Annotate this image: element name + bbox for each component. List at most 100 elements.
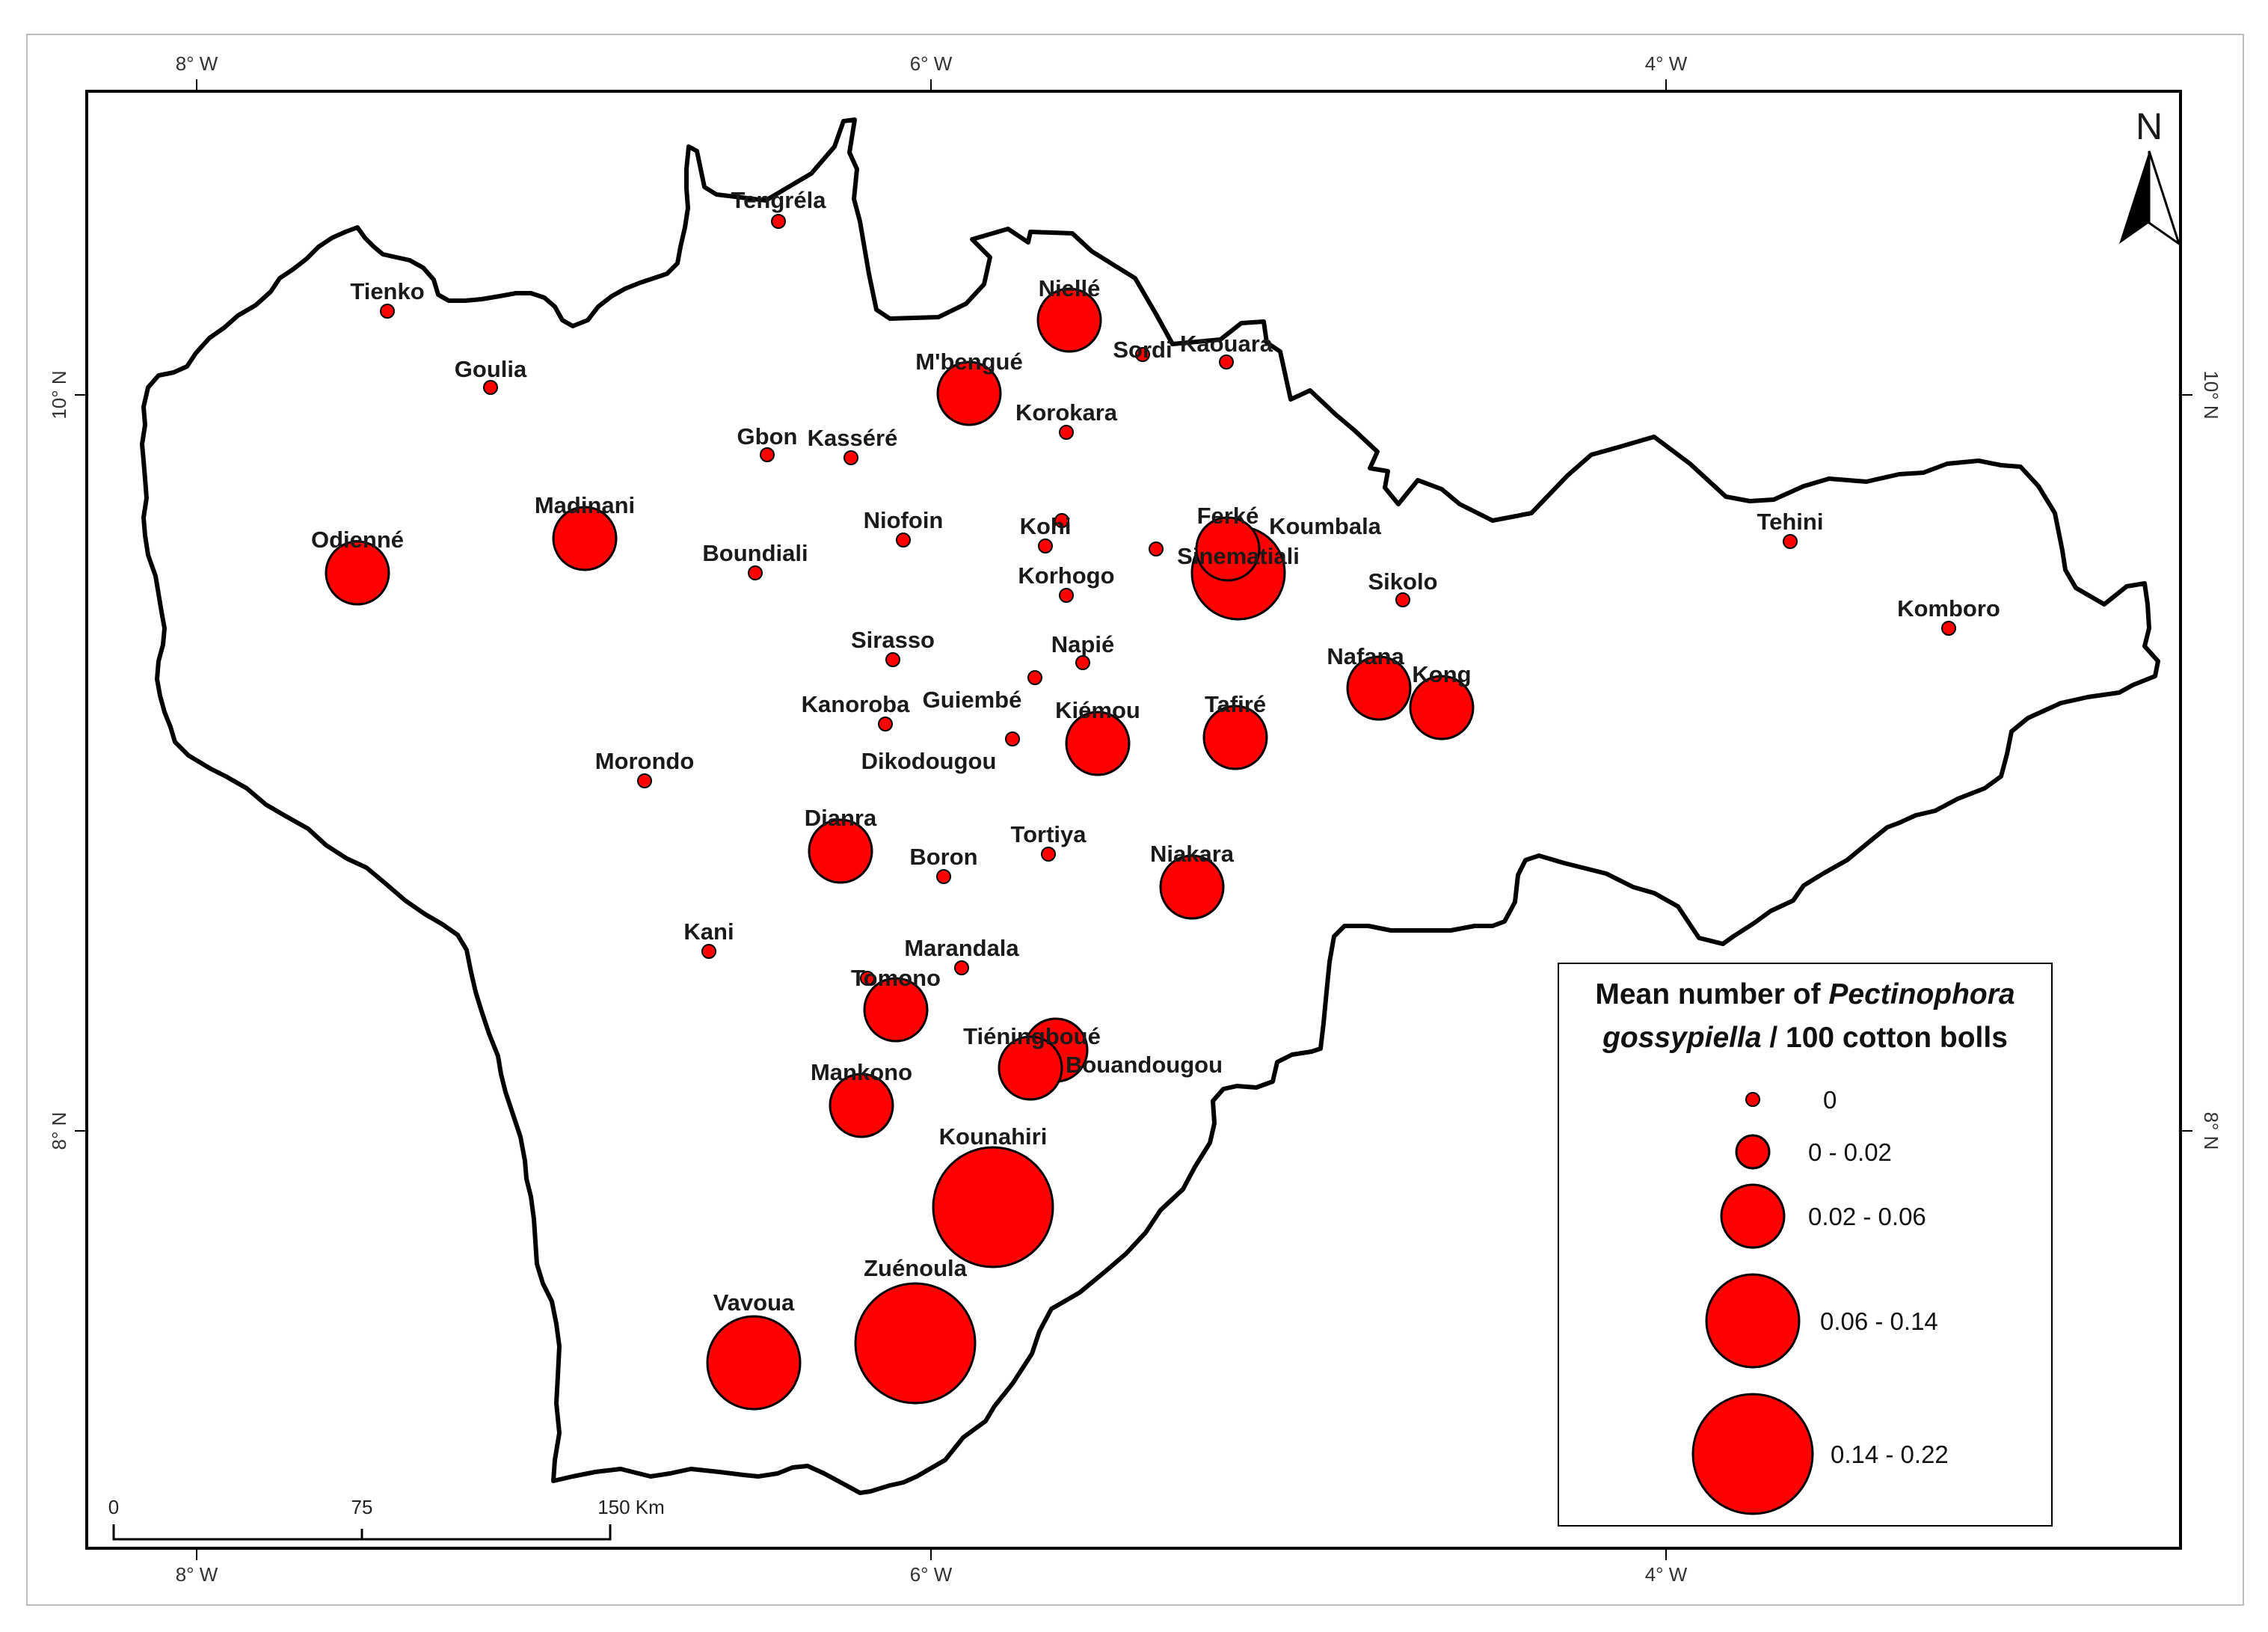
lat-label-8n-right: 8° N [2200, 1112, 2222, 1150]
legend-label-3: 0.06 - 0.14 [1820, 1307, 1938, 1335]
marker-kanoroba [878, 717, 893, 731]
label-dianra: Dianra [805, 805, 877, 831]
lat-label-10n-right: 10° N [2200, 370, 2222, 419]
marker-nafana [1346, 655, 1412, 721]
label-tortiya: Tortiya [1010, 821, 1087, 847]
legend-symbols: 0 0 - 0.02 0.02 - 0.06 0.06 - 0.14 0.14 - 0.… [1691, 1086, 1949, 1515]
scale-label-0: 0 [108, 1496, 119, 1518]
label-kounahiri: Kounahiri [939, 1123, 1048, 1150]
label-s-gu-la: Séguéla [852, 990, 941, 1016]
marker-kohi [1038, 539, 1053, 553]
label-kass-r-: Kasséré [808, 425, 898, 451]
label-ti-ningbou-: Tiéningboué [963, 1023, 1101, 1049]
north-arrow-label: N [2136, 105, 2163, 147]
region-boundary [140, 117, 2160, 1495]
legend-title-line-2: gossypiella / 100 cotton bolls [1602, 1022, 2008, 1054]
label-korokara: Korokara [1015, 399, 1118, 426]
label-m-bengu-: M'bengué [915, 349, 1022, 375]
marker-tortiya [1041, 847, 1056, 862]
legend-symbol-4 [1691, 1393, 1814, 1515]
label-napi-: Napié [1051, 631, 1114, 657]
marker-mankono [829, 1073, 894, 1138]
marker-kong [1409, 675, 1475, 740]
marker-m-bengu- [936, 361, 1002, 426]
marker-marandala [954, 960, 969, 975]
label-tomono: Tomono [851, 965, 941, 991]
legend-label-0: 0 [1823, 1086, 1837, 1114]
legend-title-prefix: Mean number of [1595, 978, 1828, 1010]
marker-tienko [380, 304, 395, 319]
lon-label-8w-bottom: 8° W [176, 1563, 218, 1586]
marker-dianra [808, 818, 873, 884]
label-gbon: Gbon [737, 423, 798, 450]
marker-dikodougou [1005, 731, 1020, 746]
marker-bouandougou [998, 1035, 1063, 1101]
label-komboro: Komboro [1897, 595, 2000, 622]
marker-odienn- [325, 540, 390, 606]
marker-tomono [860, 971, 875, 986]
lon-label-8w-top: 8° W [176, 52, 218, 75]
marker-morondo [637, 773, 652, 788]
marker-madinani [552, 506, 618, 571]
label-guiemb-: Guiembé [923, 687, 1022, 713]
marker-sordi [1135, 347, 1150, 362]
marker-boron [936, 869, 951, 884]
marker-s-gu-la [863, 977, 929, 1043]
marker-korokara [1059, 425, 1074, 440]
label-madinani: Madinani [535, 492, 635, 518]
legend-title-genus: Pectinophora [1828, 978, 2015, 1010]
marker-tehini [1783, 534, 1798, 549]
label-kani: Kani [683, 918, 734, 945]
legend-label-2: 0.02 - 0.06 [1808, 1203, 1926, 1230]
marker-gbon [760, 447, 775, 462]
scale-label-75: 75 [351, 1496, 373, 1518]
label-ferk-: Ferké [1197, 503, 1259, 529]
marker-niakara [1159, 854, 1225, 920]
legend-title-line-1: Mean number of Pectinophora [1595, 978, 2015, 1010]
label-niofoin: Niofoin [864, 507, 944, 533]
marker-korhogo [1059, 588, 1074, 603]
marker-kaouara [1219, 355, 1234, 369]
marker-koumbala [1149, 542, 1164, 556]
label-niell-: Niellé [1039, 275, 1101, 301]
marker-ferk- [1195, 516, 1261, 582]
legend-symbol-2 [1720, 1183, 1786, 1249]
marker-komborodougou [1054, 513, 1069, 528]
legend-symbol-1 [1735, 1134, 1771, 1170]
label-korhogo: Korhogo [1018, 562, 1114, 589]
label-sirasso: Sirasso [851, 627, 935, 653]
marker-tafir- [1202, 705, 1268, 770]
label-boron: Boron [909, 844, 977, 870]
marker-napi- [1075, 655, 1090, 670]
marker-ki-mou [1065, 711, 1131, 776]
label-boundiali: Boundiali [702, 540, 808, 566]
marker-guiemb- [1027, 670, 1042, 685]
label-sinematiali: Sinematiali [1177, 543, 1300, 569]
marker-sirasso [885, 652, 900, 667]
lat-label-10n-left: 10° N [48, 370, 70, 419]
marker-niofoin [896, 533, 911, 547]
marker-zu-noula [854, 1282, 977, 1405]
legend-label-1: 0 - 0.02 [1808, 1138, 1892, 1166]
marker-tengr-la [771, 214, 786, 229]
lon-label-4w-top: 4° W [1645, 52, 1688, 75]
label-kaouara: Kaouara [1180, 331, 1273, 357]
lat-label-8n-left: 8° N [48, 1112, 70, 1150]
label-nafana: Nafana [1327, 643, 1404, 669]
label-bouandougou: Bouandougou [1066, 1052, 1223, 1078]
label-niakara: Niakara [1150, 841, 1235, 867]
north-arrow-icon: N [2119, 105, 2181, 247]
lon-label-6w-top: 6° W [910, 52, 953, 75]
lon-label-4w-bottom: 4° W [1645, 1563, 1688, 1586]
scale-label-150: 150 Km [597, 1496, 665, 1518]
label-vavoua: Vavoua [713, 1289, 795, 1316]
legend: Mean number of Pectinophora gossypiella … [1558, 963, 2053, 1527]
label-ki-mou: Kiémou [1055, 697, 1140, 723]
marker-layer [325, 214, 1956, 1411]
marker-niell- [1036, 287, 1102, 353]
figure-border [26, 34, 2244, 1606]
label-layer: Tengréla Tienko Goulia Niellé Sordi Kaouara M'… [311, 187, 2000, 1316]
label-morondo: Morondo [595, 748, 695, 774]
label-tafir-: Tafiré [1205, 691, 1266, 717]
